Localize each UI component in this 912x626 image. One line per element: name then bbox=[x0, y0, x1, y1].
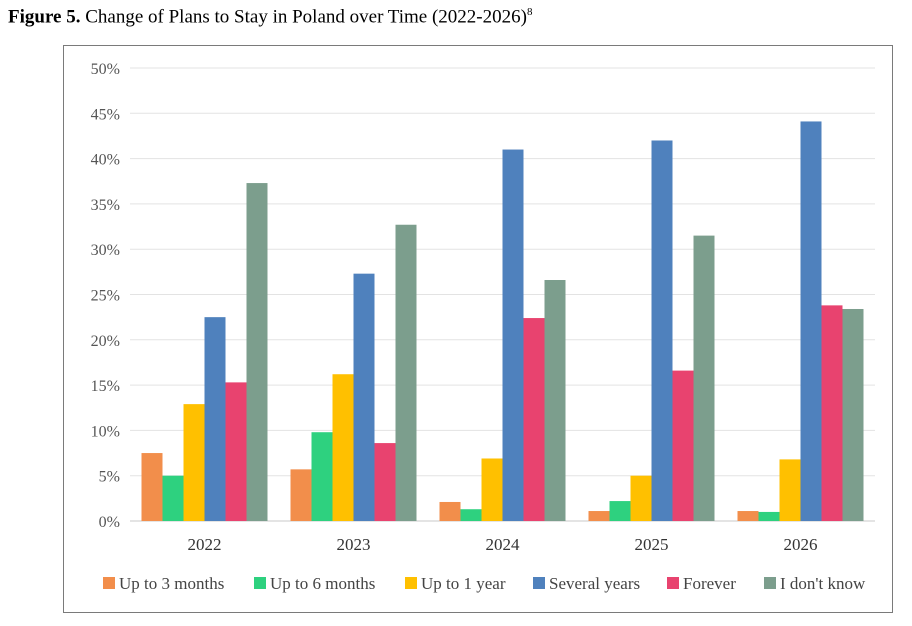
bar bbox=[374, 443, 396, 521]
bar bbox=[693, 235, 715, 522]
figure-label: Figure 5. bbox=[8, 6, 81, 28]
bar bbox=[630, 475, 652, 521]
legend-label: Up to 1 year bbox=[421, 574, 506, 593]
bar bbox=[246, 183, 268, 521]
bar bbox=[523, 318, 545, 521]
bar bbox=[609, 501, 631, 521]
bar bbox=[183, 404, 205, 521]
bar bbox=[290, 469, 312, 521]
legend-swatch bbox=[764, 577, 776, 589]
bar bbox=[162, 475, 184, 521]
bar bbox=[460, 509, 482, 521]
y-tick-label: 0% bbox=[99, 514, 120, 531]
figure-caption: Figure 5. Change of Plans to Stay in Pol… bbox=[8, 6, 532, 28]
legend-label: Forever bbox=[683, 574, 736, 593]
bar bbox=[481, 458, 503, 521]
y-tick-label: 40% bbox=[91, 152, 120, 169]
bar bbox=[588, 511, 610, 521]
y-tick-label: 15% bbox=[91, 378, 120, 395]
bar bbox=[651, 140, 673, 522]
x-tick-label: 2026 bbox=[784, 535, 818, 554]
bar bbox=[332, 374, 354, 521]
y-tick-label: 20% bbox=[91, 333, 120, 350]
bar bbox=[737, 511, 759, 521]
legend-swatch bbox=[533, 577, 545, 589]
figure-title: Change of Plans to Stay in Poland over T… bbox=[85, 6, 527, 28]
footnote-marker: 8 bbox=[526, 6, 533, 18]
y-tick-label: 45% bbox=[91, 106, 120, 123]
legend-swatch bbox=[254, 577, 266, 589]
legend-swatch bbox=[667, 577, 679, 589]
bar bbox=[544, 280, 566, 521]
x-tick-label: 2023 bbox=[337, 535, 371, 554]
legend-label: Up to 3 months bbox=[119, 574, 224, 593]
bar bbox=[758, 511, 780, 521]
legend-label: Up to 6 months bbox=[270, 574, 375, 593]
y-tick-label: 50% bbox=[91, 61, 120, 78]
bar bbox=[842, 308, 864, 521]
bar bbox=[225, 382, 247, 521]
y-tick-label: 30% bbox=[91, 242, 120, 259]
bar bbox=[141, 453, 163, 521]
y-tick-label: 10% bbox=[91, 423, 120, 440]
bar bbox=[502, 149, 524, 522]
bar bbox=[672, 370, 694, 521]
y-tick-label: 5% bbox=[99, 469, 120, 486]
y-tick-label: 35% bbox=[91, 197, 120, 214]
bar bbox=[821, 305, 843, 521]
bar bbox=[779, 459, 801, 521]
bar bbox=[800, 121, 822, 521]
legend-swatch bbox=[103, 577, 115, 589]
legend-label: I don't know bbox=[780, 574, 866, 593]
x-tick-label: 2022 bbox=[188, 535, 222, 554]
y-tick-label: 25% bbox=[91, 288, 120, 305]
bar bbox=[204, 317, 226, 521]
x-tick-label: 2025 bbox=[635, 535, 669, 554]
legend-label: Several years bbox=[549, 574, 640, 593]
bar bbox=[311, 432, 333, 521]
bar bbox=[395, 224, 417, 521]
legend-swatch bbox=[405, 577, 417, 589]
x-tick-label: 2024 bbox=[486, 535, 521, 554]
bar bbox=[353, 273, 375, 521]
bar bbox=[439, 501, 461, 521]
